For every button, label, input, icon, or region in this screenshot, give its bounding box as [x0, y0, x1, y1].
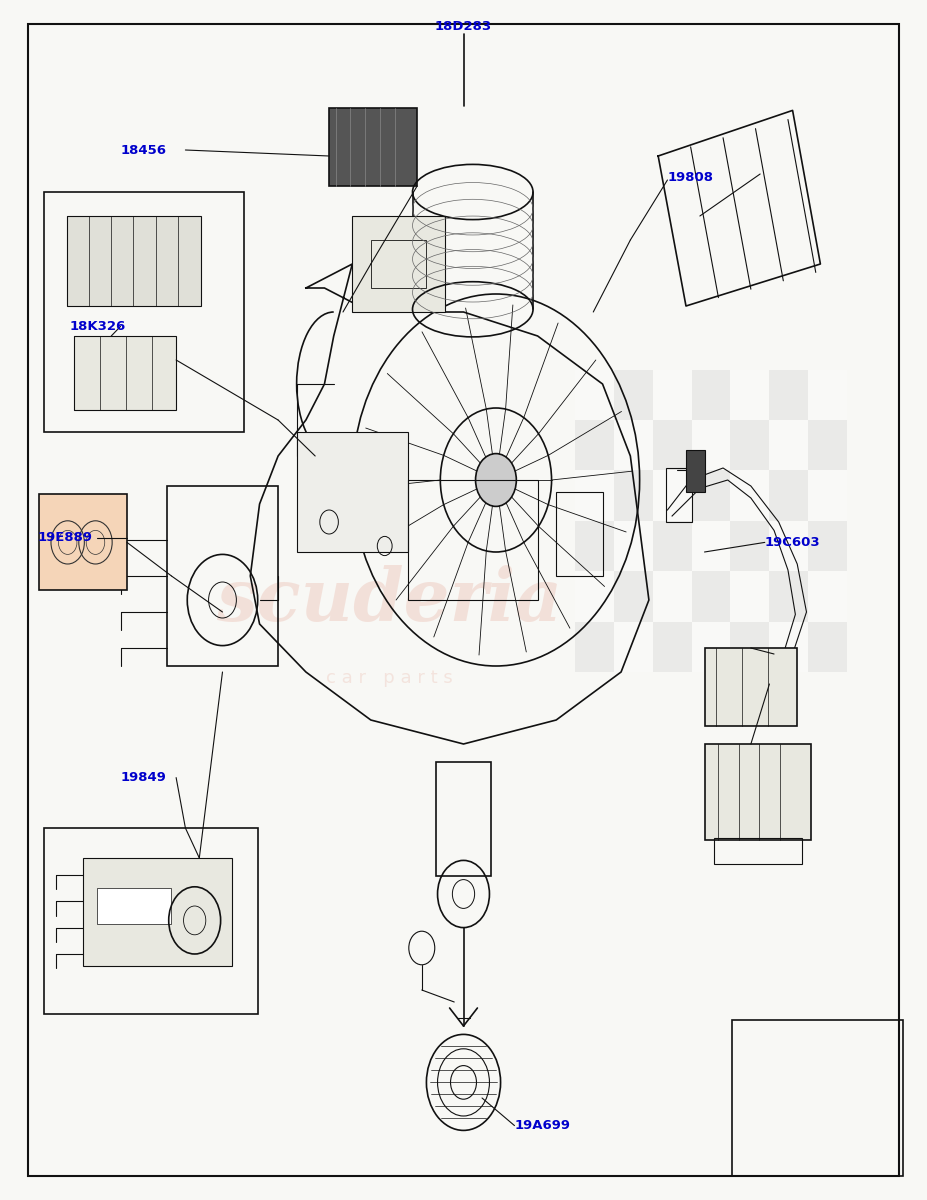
Bar: [769, 370, 808, 420]
Bar: [714, 838, 802, 864]
Text: 19849: 19849: [121, 772, 166, 784]
Text: scuderia: scuderia: [216, 564, 563, 636]
Bar: [653, 470, 692, 521]
Bar: [167, 486, 278, 666]
Bar: [575, 470, 614, 521]
Bar: [352, 216, 445, 312]
Bar: [653, 420, 692, 470]
Circle shape: [476, 454, 516, 506]
Bar: [371, 240, 426, 288]
Bar: [97, 888, 171, 924]
Bar: [653, 370, 692, 420]
Bar: [732, 1020, 903, 1176]
Bar: [575, 370, 614, 420]
Bar: [44, 192, 244, 432]
Bar: [686, 450, 705, 492]
Bar: [705, 648, 797, 726]
Bar: [67, 216, 201, 306]
Bar: [808, 571, 847, 622]
Bar: [408, 480, 538, 600]
Bar: [730, 571, 769, 622]
Bar: [74, 336, 176, 410]
Bar: [297, 432, 408, 552]
Bar: [769, 470, 808, 521]
Bar: [705, 744, 811, 840]
Bar: [730, 521, 769, 571]
Text: c a r   p a r t s: c a r p a r t s: [326, 670, 452, 686]
Bar: [575, 622, 614, 672]
Text: 19808: 19808: [667, 172, 714, 184]
Bar: [769, 521, 808, 571]
Bar: [808, 622, 847, 672]
Text: 18D283: 18D283: [435, 20, 492, 32]
Bar: [575, 420, 614, 470]
Bar: [692, 470, 730, 521]
Bar: [808, 370, 847, 420]
Bar: [556, 492, 603, 576]
Text: 18K326: 18K326: [70, 320, 126, 332]
Bar: [692, 370, 730, 420]
Bar: [575, 521, 614, 571]
Bar: [769, 622, 808, 672]
Bar: [436, 762, 491, 876]
Bar: [692, 571, 730, 622]
Bar: [329, 108, 417, 186]
Bar: [575, 571, 614, 622]
Bar: [730, 370, 769, 420]
Text: 19A699: 19A699: [514, 1120, 570, 1132]
Bar: [614, 470, 653, 521]
Bar: [39, 494, 127, 590]
Bar: [769, 420, 808, 470]
Bar: [44, 828, 258, 1014]
Bar: [614, 521, 653, 571]
Bar: [692, 622, 730, 672]
Bar: [808, 470, 847, 521]
Bar: [730, 622, 769, 672]
Bar: [769, 571, 808, 622]
Bar: [614, 622, 653, 672]
Bar: [692, 420, 730, 470]
Bar: [614, 370, 653, 420]
Bar: [692, 521, 730, 571]
Bar: [614, 420, 653, 470]
Bar: [666, 468, 692, 522]
Bar: [653, 521, 692, 571]
Text: 18456: 18456: [121, 144, 167, 156]
Bar: [808, 521, 847, 571]
Bar: [730, 470, 769, 521]
Bar: [653, 571, 692, 622]
Text: 19C603: 19C603: [765, 536, 820, 548]
Text: 19E889: 19E889: [37, 532, 92, 544]
Bar: [653, 622, 692, 672]
Bar: [730, 420, 769, 470]
Bar: [614, 571, 653, 622]
Bar: [83, 858, 232, 966]
Bar: [808, 420, 847, 470]
